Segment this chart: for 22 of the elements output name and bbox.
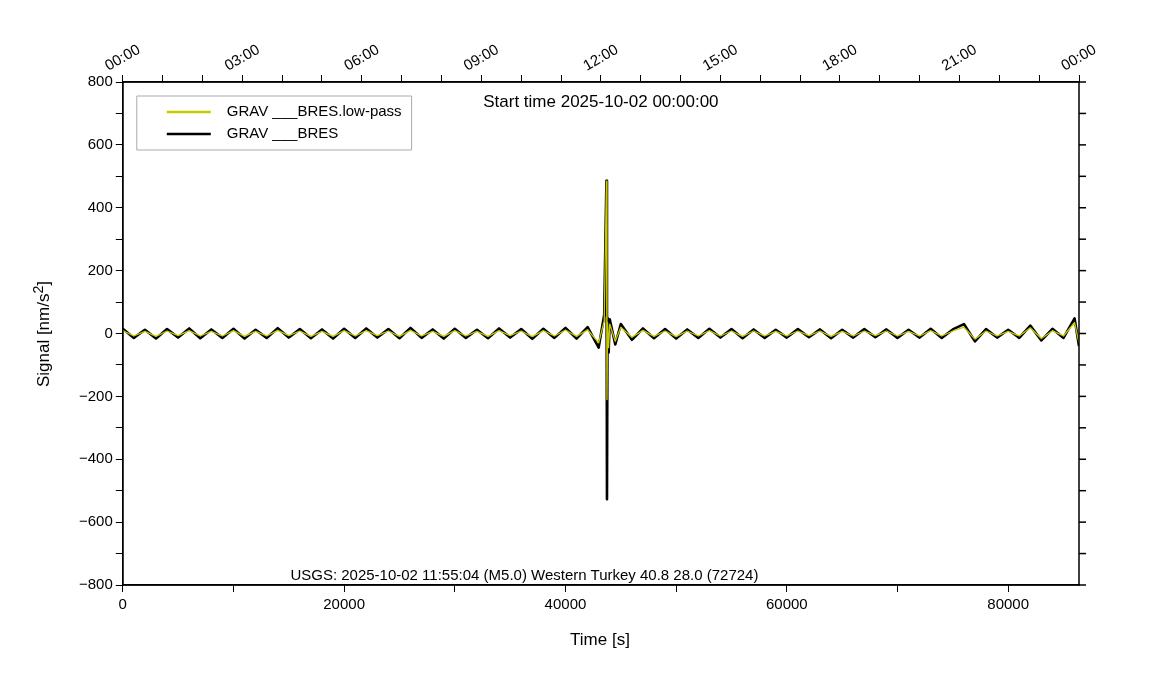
legend-label: GRAV ___BRES	[226, 124, 339, 142]
legend-label: GRAV ___BRES.low-pass	[226, 102, 402, 120]
x-tick-label: 0	[118, 595, 127, 613]
annotation: USGS: 2025-10-02 11:55:04 (M5.0) Western Turkey 40.8 28.0 (72724)	[290, 565, 759, 583]
x2-tick-label: 00:00	[101, 40, 143, 74]
y-tick-label: 400	[87, 197, 113, 215]
x2-tick-label: 00:00	[1057, 40, 1099, 74]
y-tick-label: −400	[78, 449, 113, 467]
annotation: Start time 2025-10-02 00:00:00	[483, 92, 719, 112]
y-tick-label: −800	[78, 575, 113, 593]
x-tick-label: 80000	[987, 595, 1030, 613]
x-tick-label: 60000	[765, 595, 808, 613]
x2-tick-label: 06:00	[340, 40, 382, 74]
y-tick-label: −200	[78, 386, 113, 404]
x-tick-label: 40000	[544, 595, 587, 613]
y-tick-label: 200	[87, 260, 113, 278]
x-tick-label: 20000	[323, 595, 365, 613]
y-tick-label: 800	[87, 72, 113, 90]
y-tick-label: 0	[104, 323, 113, 341]
y-tick-label: 600	[87, 135, 113, 153]
x-axis-title: Time [s]	[570, 630, 630, 650]
y-tick-label: −600	[78, 512, 113, 530]
